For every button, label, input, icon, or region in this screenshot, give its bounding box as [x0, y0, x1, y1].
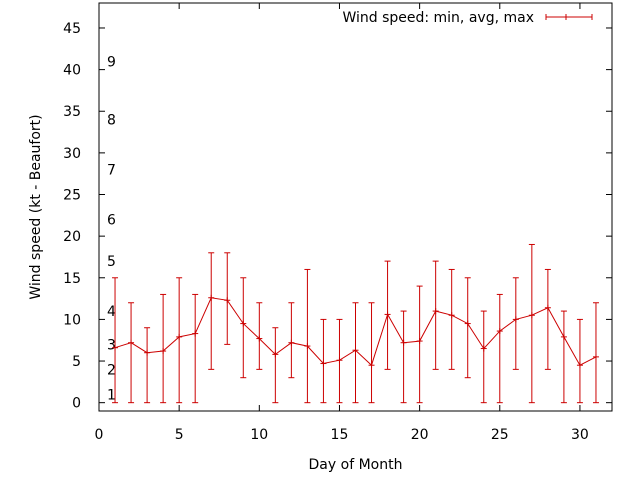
x-tick-label: 15 [331, 427, 349, 443]
legend: Wind speed: min, avg, max [342, 10, 593, 26]
y-tick-label: 20 [63, 229, 81, 245]
y-tick-label: 40 [63, 63, 81, 79]
beaufort-label: 8 [107, 113, 116, 129]
x-tick-label: 0 [95, 427, 104, 443]
x-axis-ticks: 0 5 10 15 20 25 30 [95, 3, 589, 443]
beaufort-label: 2 [107, 362, 116, 378]
wind-speed-series [112, 243, 599, 404]
y-axis-label: Wind speed (kt - Beaufort) [28, 114, 44, 299]
plot-border [98, 2, 613, 412]
x-tick-label: 30 [571, 427, 589, 443]
x-tick-label: 10 [250, 427, 268, 443]
y-tick-label: 10 [63, 312, 81, 328]
beaufort-label: 6 [107, 212, 116, 228]
plot-frame [98, 2, 613, 412]
x-tick-label: 25 [491, 427, 509, 443]
beaufort-label: 9 [107, 54, 116, 70]
y-tick-label: 0 [72, 396, 81, 412]
beaufort-label: 7 [107, 163, 116, 179]
beaufort-scale-labels: 1 2 3 4 5 6 7 8 9 [107, 54, 116, 403]
beaufort-label: 3 [107, 337, 116, 353]
x-tick-label: 20 [411, 427, 429, 443]
x-tick-label: 5 [175, 427, 184, 443]
beaufort-label: 4 [107, 304, 116, 320]
y-tick-label: 45 [63, 21, 81, 37]
beaufort-label: 1 [107, 387, 116, 403]
y-tick-label: 15 [63, 271, 81, 287]
y-tick-label: 25 [63, 188, 81, 204]
y-tick-label: 35 [63, 104, 81, 120]
y-tick-label: 30 [63, 146, 81, 162]
beaufort-label: 5 [107, 254, 116, 270]
x-axis-label: Day of Month [309, 457, 403, 473]
legend-label: Wind speed: min, avg, max [342, 10, 534, 26]
y-tick-label: 5 [72, 354, 81, 370]
